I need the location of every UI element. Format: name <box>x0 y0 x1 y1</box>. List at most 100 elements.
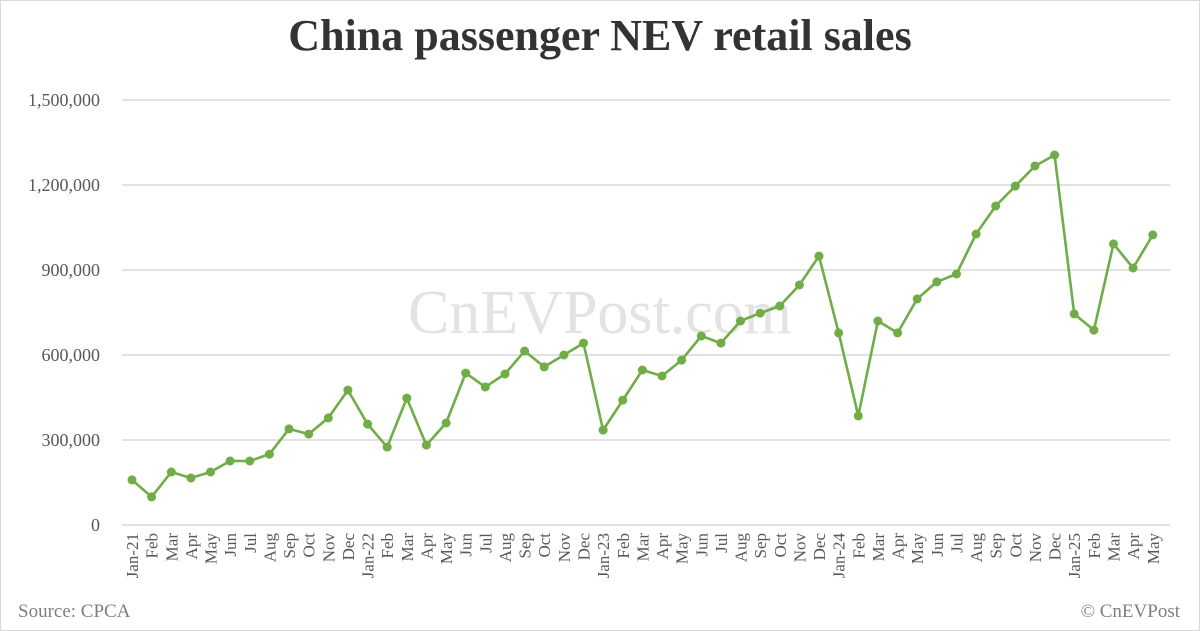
x-tick-label: May <box>908 533 927 565</box>
x-tick-label: Nov <box>1026 533 1045 563</box>
data-point <box>755 308 765 318</box>
x-tick-label: Dec <box>1046 533 1065 561</box>
x-tick-label: Jan-21 <box>123 533 142 578</box>
x-tick-label: Apr <box>182 533 201 560</box>
x-tick-label: Oct <box>1006 533 1025 558</box>
data-point <box>716 338 726 348</box>
x-tick-label: Jun <box>221 533 240 557</box>
data-point <box>186 473 196 483</box>
x-tick-label: Dec <box>810 533 829 561</box>
data-point <box>932 277 942 287</box>
x-tick-label: May <box>1144 533 1163 565</box>
data-point <box>794 280 804 290</box>
chart-title: China passenger NEV retail sales <box>288 11 912 60</box>
data-point <box>736 316 745 326</box>
data-point <box>343 385 353 395</box>
x-tick-label: Feb <box>614 533 633 559</box>
data-point <box>206 467 215 477</box>
x-tick-label: Jun <box>928 533 947 557</box>
data-point <box>421 440 431 450</box>
data-point <box>1030 161 1040 171</box>
data-point <box>912 294 922 304</box>
data-point <box>1069 309 1079 319</box>
data-point <box>520 346 530 356</box>
data-point <box>579 338 588 348</box>
x-tick-label: Apr <box>417 533 436 560</box>
data-point <box>834 328 844 338</box>
x-tick-label: May <box>202 533 221 565</box>
x-tick-label: Jun <box>692 533 711 557</box>
data-point <box>598 425 608 435</box>
data-point <box>814 251 824 261</box>
data-point <box>775 301 785 311</box>
x-tick-label: Oct <box>771 533 790 558</box>
source-note: Source: CPCA <box>18 601 131 622</box>
x-tick-label: Mar <box>1105 533 1124 562</box>
x-tick-label: Sep <box>751 533 770 559</box>
y-tick-label: 900,000 <box>42 260 101 280</box>
x-tick-label: Feb <box>143 533 162 559</box>
x-tick-label: Sep <box>987 533 1006 559</box>
x-tick-label: Apr <box>1124 533 1143 560</box>
data-point <box>559 350 569 360</box>
x-tick-label: Feb <box>1085 533 1104 559</box>
data-point <box>1010 181 1020 191</box>
y-axis-ticks: 0 300,000 600,000 900,000 1,200,000 1,500,000 <box>28 90 100 535</box>
data-point <box>1128 263 1138 273</box>
y-tick-label: 600,000 <box>42 345 101 365</box>
data-point <box>500 369 510 379</box>
x-tick-label: Jun <box>457 533 476 557</box>
data-point <box>893 328 903 338</box>
data-point <box>696 331 706 341</box>
x-tick-label: Aug <box>967 533 986 563</box>
x-tick-label: Aug <box>496 533 515 563</box>
x-tick-label: Mar <box>869 533 888 562</box>
data-point <box>1148 230 1158 240</box>
data-point <box>971 229 981 239</box>
x-tick-label: Jul <box>947 533 966 553</box>
x-tick-label: Nov <box>790 533 809 563</box>
x-tick-label: Jul <box>241 533 260 553</box>
x-tick-label: Apr <box>889 533 908 560</box>
x-tick-label: Jan-24 <box>830 533 849 579</box>
data-point <box>677 355 687 365</box>
y-tick-label: 1,200,000 <box>28 175 100 195</box>
data-point <box>441 418 451 428</box>
data-point <box>539 362 549 372</box>
data-point <box>304 429 314 439</box>
data-point <box>402 393 412 403</box>
data-point <box>166 467 176 477</box>
x-tick-label: Mar <box>633 533 652 562</box>
x-tick-label: Sep <box>280 533 299 559</box>
x-tick-label: Nov <box>319 533 338 563</box>
data-point <box>480 382 490 392</box>
data-point <box>618 395 628 405</box>
data-point <box>873 316 883 326</box>
data-point <box>323 413 333 423</box>
series-nev-sales <box>127 150 1158 502</box>
data-point <box>127 475 137 485</box>
x-tick-label: Aug <box>260 533 279 563</box>
data-point <box>657 371 667 381</box>
data-point <box>461 368 471 378</box>
x-tick-label: Mar <box>162 533 181 562</box>
x-tick-label: May <box>437 533 456 565</box>
data-point <box>1089 325 1099 335</box>
watermark: CnEVPost.com <box>408 279 792 347</box>
gridlines <box>122 99 1170 526</box>
x-tick-label: Dec <box>574 533 593 561</box>
x-tick-label: Sep <box>516 533 535 559</box>
data-point <box>991 201 1001 211</box>
data-point <box>284 424 294 434</box>
x-tick-label: May <box>673 533 692 565</box>
x-tick-label: Oct <box>535 533 554 558</box>
data-point <box>637 365 647 375</box>
x-tick-label: Jan-22 <box>359 533 378 578</box>
x-tick-label: Feb <box>849 533 868 559</box>
x-axis-ticks: Jan-21 Feb Mar Apr May Jun Jul Aug Sep Oct Nov Dec J… <box>123 533 1163 579</box>
x-tick-label: Aug <box>732 533 751 563</box>
x-tick-label: Oct <box>300 533 319 558</box>
x-tick-label: Feb <box>378 533 397 559</box>
